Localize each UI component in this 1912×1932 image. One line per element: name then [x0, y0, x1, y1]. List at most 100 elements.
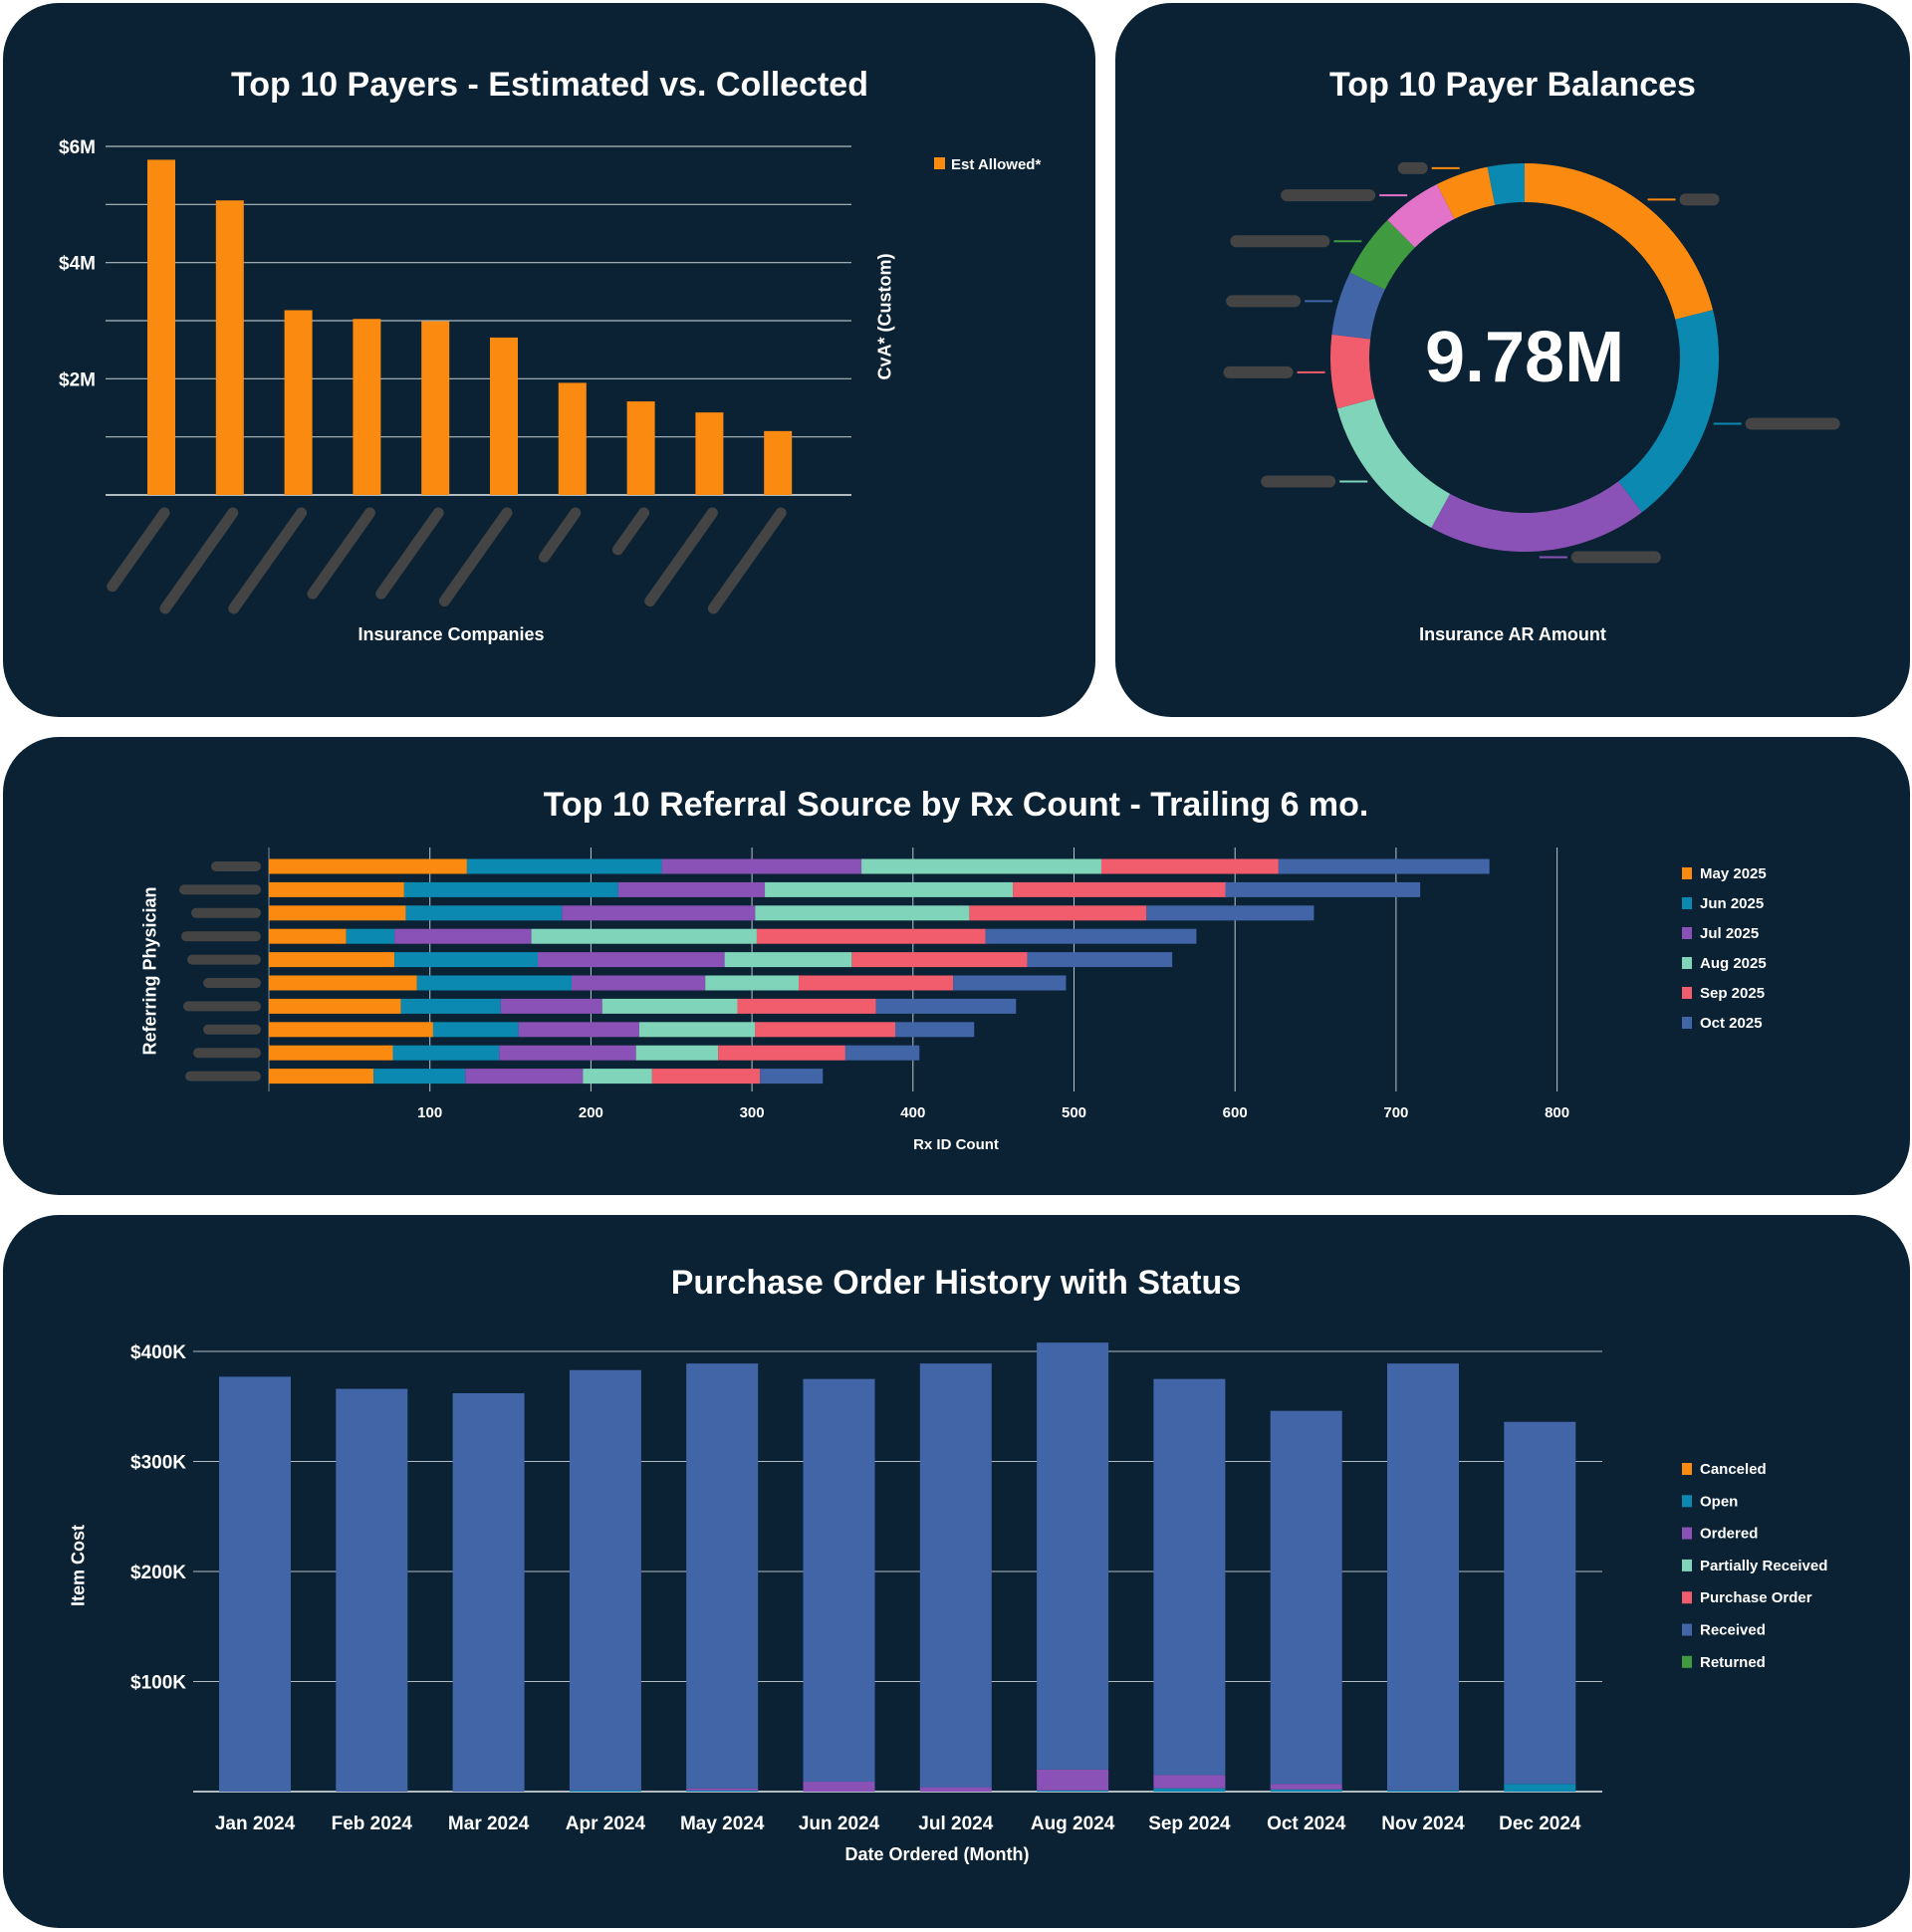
bar-segment [583, 1069, 652, 1085]
bar-segment [1225, 881, 1421, 897]
x-tick-label: Jan 2024 [215, 1813, 296, 1834]
redacted-category-label [181, 931, 261, 942]
legend-swatch [1682, 1559, 1692, 1571]
x-tick-label: 800 [1545, 1104, 1569, 1121]
bar-segment [1027, 952, 1173, 968]
redacted-slice-label [1226, 295, 1302, 308]
x-tick-label: 200 [579, 1104, 603, 1121]
redacted-category-label [612, 507, 650, 556]
x-tick-label: Oct 2024 [1267, 1813, 1346, 1834]
bar-segment [661, 858, 862, 874]
bar-segment [346, 928, 395, 944]
y-tick-label: $300K [130, 1453, 186, 1474]
x-tick-label: 600 [1223, 1104, 1248, 1121]
bar-segment [373, 1069, 466, 1085]
legend-label: Open [1700, 1493, 1738, 1510]
redacted-category-label [193, 1048, 261, 1059]
redacted-category-label [538, 507, 582, 563]
legend-swatch [1682, 1495, 1692, 1508]
redacted-category-label [707, 507, 787, 614]
bar-segment [403, 881, 618, 897]
x-tick-label: Feb 2024 [332, 1813, 413, 1834]
bar-segment [686, 1363, 759, 1789]
bar-segment [392, 1045, 500, 1061]
redacted-category-label [211, 861, 261, 871]
bar-segment [269, 1045, 393, 1061]
legend-label: Ordered [1700, 1526, 1758, 1543]
bar-segment [569, 1790, 641, 1792]
bar-segment [919, 1363, 992, 1788]
po-y-axis-title: Item Cost [68, 1524, 89, 1607]
bar-segment [269, 905, 406, 921]
legend-swatch [1682, 1623, 1692, 1636]
x-tick-label: Sep 2024 [1148, 1813, 1231, 1834]
bar [626, 401, 655, 495]
bar-segment [755, 905, 970, 921]
y-tick-label: $6M [59, 137, 96, 158]
bar-segment [219, 1376, 291, 1792]
legend-label: Est Allowed* [951, 156, 1041, 173]
bar [558, 382, 587, 495]
referral-x-axis-title: Rx ID Count [913, 1136, 999, 1153]
bar-segment [1504, 1784, 1576, 1792]
bar [421, 321, 450, 495]
donut-slice [1331, 272, 1385, 340]
bar-segment [1387, 1790, 1459, 1792]
bar-segment [875, 998, 1017, 1014]
legend-label: May 2025 [1700, 865, 1767, 882]
redacted-category-label [307, 507, 375, 600]
payers-x-axis-title: Insurance Companies [358, 624, 545, 644]
bar-segment [635, 1045, 719, 1061]
legend-label: Jul 2025 [1700, 925, 1759, 942]
donut-slice [1525, 163, 1714, 320]
y-tick-label: $100K [130, 1673, 186, 1694]
redacted-slice-label [1230, 235, 1330, 248]
bar-segment [1278, 858, 1490, 874]
legend-swatch [1682, 1463, 1692, 1475]
redacted-category-label [191, 907, 261, 918]
bar-segment [571, 975, 706, 991]
bar-segment [1270, 1784, 1342, 1790]
legend-swatch [934, 157, 945, 169]
x-tick-label: 100 [417, 1104, 442, 1121]
balances-card [1115, 3, 1910, 717]
bar-segment [452, 1392, 525, 1792]
y-tick-label: $2M [59, 369, 96, 390]
x-tick-label: Aug 2024 [1031, 1813, 1115, 1834]
legend-swatch [1682, 1017, 1692, 1029]
legend-label: Partially Received [1700, 1558, 1827, 1574]
referral-chart-title: Top 10 Referral Source by Rx Count - Tra… [543, 786, 1369, 824]
bar-segment [269, 1069, 374, 1085]
bar-segment [705, 975, 799, 991]
redacted-category-label [203, 1024, 261, 1035]
bar-segment [1270, 1789, 1342, 1792]
redacted-slice-label [1261, 475, 1336, 488]
bar-segment [1013, 881, 1226, 897]
bar-segment [562, 905, 756, 921]
bar-segment [601, 998, 738, 1014]
bar [284, 310, 313, 495]
bar-segment [1100, 858, 1279, 874]
bar-segment [518, 1022, 639, 1038]
bar-segment [394, 952, 539, 968]
redacted-category-label [179, 884, 261, 895]
x-tick-label: 500 [1062, 1104, 1086, 1121]
bar-segment [1037, 1342, 1109, 1770]
redacted-category-label [203, 978, 261, 988]
bar-segment [1153, 1788, 1226, 1792]
bar-segment [686, 1788, 759, 1791]
bar-segment [686, 1790, 759, 1792]
bar-segment [755, 1022, 896, 1038]
bar-segment [466, 858, 662, 874]
bar-segment [798, 975, 954, 991]
bar-segment [336, 1388, 408, 1792]
bar-segment [1153, 1775, 1226, 1789]
x-tick-label: May 2024 [680, 1813, 765, 1834]
bar-segment [500, 998, 602, 1014]
bar-segment [651, 1069, 761, 1085]
legend-swatch [1682, 897, 1692, 909]
balances-chart-title: Top 10 Payer Balances [1329, 66, 1696, 104]
legend-swatch [1682, 1591, 1692, 1604]
po-chart-title: Purchase Order History with Status [670, 1264, 1242, 1302]
